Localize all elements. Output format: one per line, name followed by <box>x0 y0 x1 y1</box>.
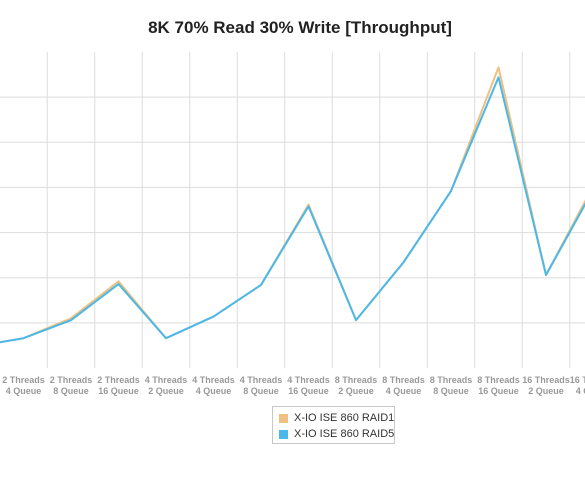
x-tick-label: 16 Threads 2 Queue <box>522 375 570 396</box>
legend-label: X-IO ISE 860 RAID5 <box>294 428 395 440</box>
x-tick-label: 8 Threads 8 Queue <box>430 375 473 396</box>
series-line-1 <box>0 66 585 344</box>
legend-label: X-IO ISE 860 RAID1 <box>294 412 395 424</box>
series-line-2 <box>0 76 585 344</box>
x-tick-label: 8 Threads 2 Queue <box>335 375 378 396</box>
legend-swatch <box>279 413 288 423</box>
x-tick-label: 4 Threads 2 Queue <box>145 375 188 396</box>
x-tick-label: 2 Threads 16 Queue <box>97 375 140 396</box>
legend-item[interactable]: X-IO ISE 860 RAID1 <box>279 411 394 425</box>
series-layer <box>0 66 585 344</box>
x-tick-label: 2 Threads 8 Queue <box>50 375 93 396</box>
grid-layer <box>0 52 585 368</box>
chart-title: 8K 70% Read 30% Write [Throughput] <box>148 18 452 37</box>
x-tick-label: 4 Threads 16 Queue <box>287 375 330 396</box>
x-tick-label: 8 Threads 4 Queue <box>382 375 425 396</box>
x-tick-label: 4 Threads 8 Queue <box>240 375 283 396</box>
legend-item[interactable]: X-IO ISE 860 RAID5 <box>279 427 394 441</box>
legend-swatch <box>279 429 288 439</box>
legend: X-IO ISE 860 RAID1 X-IO ISE 860 RAID5 <box>272 406 395 444</box>
x-tick-label: 8 Threads 16 Queue <box>477 375 520 396</box>
x-tick-label: 2 Threads 4 Queue <box>2 375 45 396</box>
x-tick-label: 4 Threads 4 Queue <box>192 375 235 396</box>
